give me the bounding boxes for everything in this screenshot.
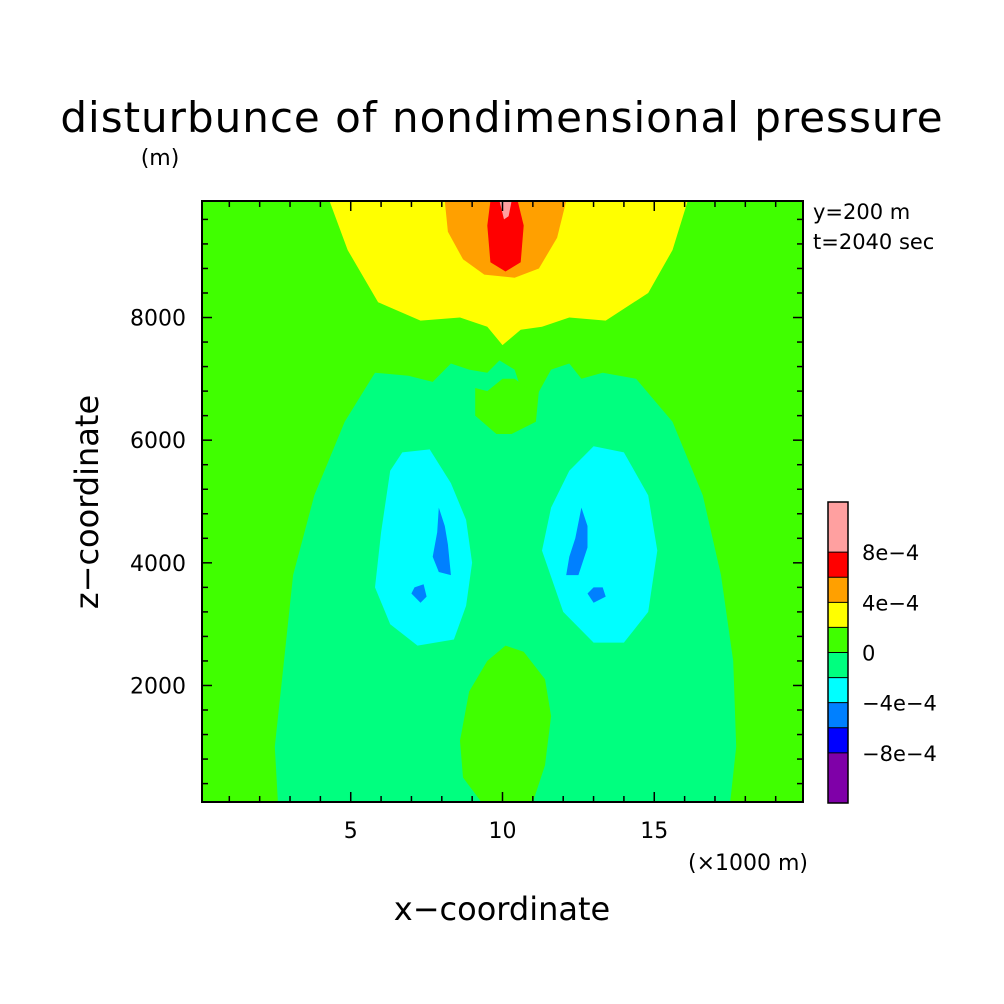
contour-region-blue-left-dot xyxy=(411,584,427,603)
y-tick-label: 2000 xyxy=(130,674,186,699)
annotation-block: y=200 m t=2040 sec xyxy=(813,200,934,254)
colorbar-swatch xyxy=(828,677,848,703)
x-tick-label: 10 xyxy=(489,819,517,844)
contour-region-lower-center-bump xyxy=(460,645,552,802)
y-tick-label: 6000 xyxy=(130,429,186,454)
contour-region-blue-left-streak xyxy=(432,507,451,576)
colorbar-swatch xyxy=(828,627,848,653)
contour-regions xyxy=(274,201,737,802)
annotation-time: t=2040 sec xyxy=(813,230,934,254)
colorbar-label: 4e−4 xyxy=(862,591,919,615)
x-tick-label: 15 xyxy=(640,819,668,844)
y-tick-label: 8000 xyxy=(130,307,186,332)
annotation-y-position: y=200 m xyxy=(813,200,910,224)
axis-ticks xyxy=(202,201,803,802)
x-axis-label: x−coordinate xyxy=(394,890,610,928)
colorbar-label: −4e−4 xyxy=(862,692,937,716)
plot-area xyxy=(202,201,803,802)
colorbar-swatch xyxy=(828,602,848,628)
colorbar-swatch xyxy=(828,727,848,753)
colorbar-label: 8e−4 xyxy=(862,541,919,565)
y-axis-label: z−coordinate xyxy=(68,395,106,609)
contour-region-blue-right-dot xyxy=(587,587,606,603)
axis-tick-labels: 5 10 15 2000 4000 6000 8000 xyxy=(130,307,668,844)
colorbar-swatch xyxy=(828,577,848,603)
colorbar-swatch xyxy=(828,552,848,578)
colorbar: −8e−4 −4e−4 0 4e−4 8e−4 xyxy=(827,501,937,804)
colorbar-label: −8e−4 xyxy=(862,742,937,766)
colorbar-label: 0 xyxy=(862,642,875,666)
y-tick-label: 4000 xyxy=(130,552,186,577)
contour-region-upper-red xyxy=(487,201,524,272)
colorbar-swatch xyxy=(828,702,848,728)
colorbar-swatch xyxy=(828,652,848,678)
x-axis-unit: (×1000 m) xyxy=(688,851,808,876)
contour-region-blue-right-streak xyxy=(566,507,588,576)
contour-region-cyan-right xyxy=(542,446,658,643)
chart-title: disturbunce of nondimensional pressure xyxy=(60,93,943,142)
colorbar-swatch xyxy=(828,752,848,803)
colorbar-swatch xyxy=(828,502,848,553)
y-axis-unit: (m) xyxy=(141,146,180,171)
contour-region-center-island xyxy=(475,378,539,434)
contour-region-cyan-left xyxy=(375,449,473,646)
x-tick-label: 5 xyxy=(344,819,358,844)
